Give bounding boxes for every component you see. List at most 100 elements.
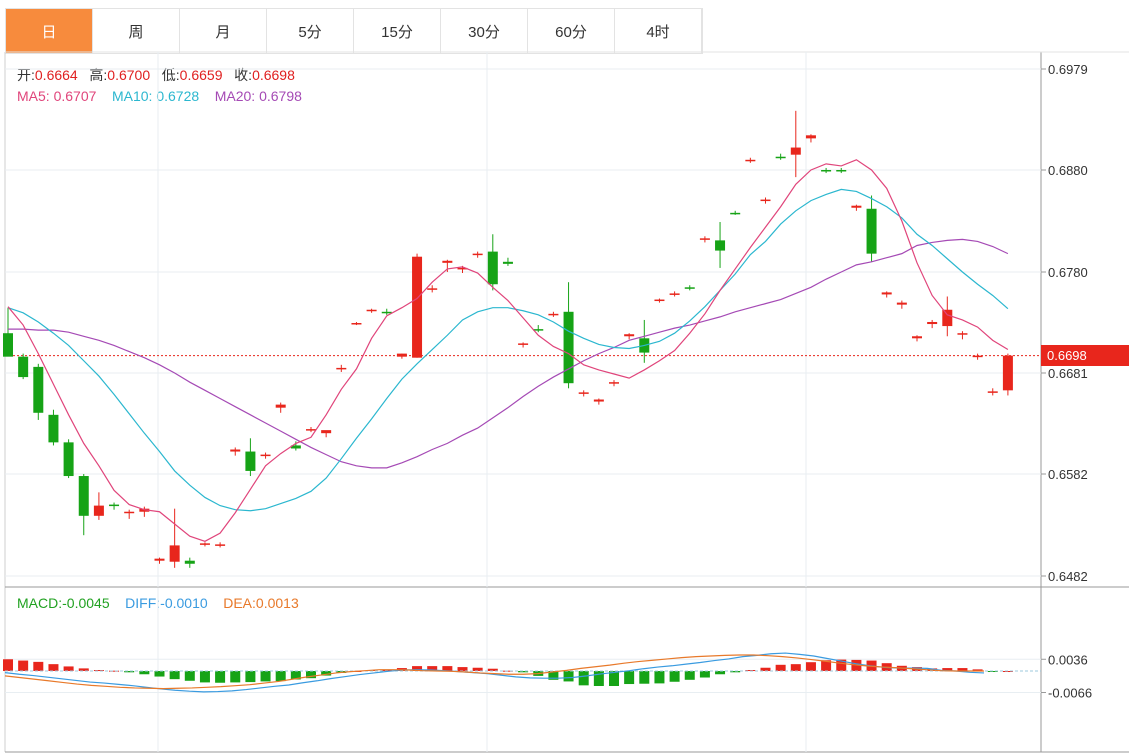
- candle-body: [48, 414, 59, 443]
- tab-2[interactable]: 月: [180, 9, 267, 53]
- low-value: 0.6659: [179, 67, 223, 83]
- macd-bar: [730, 671, 741, 673]
- macd-bar: [805, 662, 816, 671]
- macd-bar: [654, 671, 665, 684]
- candle-body: [669, 293, 680, 295]
- macd-bar: [63, 666, 74, 671]
- candle-body: [563, 311, 574, 384]
- high-value: 0.6700: [107, 67, 151, 83]
- candle-body: [366, 309, 377, 312]
- macd-bar: [3, 659, 13, 671]
- macd-bar: [48, 664, 59, 671]
- dea-line: [4, 654, 984, 690]
- candle-body: [427, 288, 438, 290]
- ma20-value: 0.6798: [259, 88, 302, 104]
- candle-body: [290, 445, 301, 449]
- open-label: 开:: [17, 67, 35, 83]
- price-tick-label: 0.6979: [1048, 62, 1088, 77]
- macd-bar: [33, 661, 44, 671]
- macd-header: MACD:-0.0045 DIFF:-0.0010 DEA:0.0013: [17, 595, 299, 611]
- macd-bar: [775, 664, 786, 671]
- candle-body: [654, 299, 665, 302]
- macd-bar: [124, 671, 135, 673]
- candle-body: [957, 333, 968, 335]
- candle-body: [836, 169, 847, 172]
- macd-bar: [760, 667, 771, 671]
- macd-bar: [684, 671, 695, 680]
- candle-body: [624, 334, 635, 337]
- macd-bar: [260, 671, 271, 682]
- tab-0[interactable]: 日: [6, 9, 93, 53]
- macd-bar: [275, 671, 286, 682]
- candle-body: [972, 355, 983, 358]
- candle-body: [321, 430, 332, 434]
- candle-body: [351, 323, 362, 325]
- candle-body: [518, 343, 529, 345]
- tab-6[interactable]: 60分: [528, 9, 615, 53]
- candle-body: [684, 287, 695, 289]
- candle-body: [124, 511, 135, 514]
- price-tick-label: 0.6780: [1048, 265, 1088, 280]
- open-value: 0.6664: [34, 67, 78, 83]
- candle-body: [821, 169, 832, 172]
- tab-4[interactable]: 15分: [354, 9, 441, 53]
- candle-body: [760, 199, 771, 202]
- candle-body: [730, 212, 741, 215]
- candle-body: [457, 267, 468, 270]
- candle-body: [154, 558, 165, 561]
- macd-bar: [93, 670, 104, 672]
- candle-body: [412, 256, 423, 358]
- ma10-line: [7, 188, 1009, 512]
- price-tick-label: 0.6582: [1048, 467, 1088, 482]
- candle-body: [533, 329, 544, 331]
- candle-body: [896, 302, 907, 305]
- candle-body: [33, 366, 44, 413]
- price-tick-label: 0.6482: [1048, 569, 1088, 584]
- ma5-label: MA5:: [17, 88, 50, 104]
- macd-bar: [290, 671, 301, 680]
- macd-bar: [169, 671, 180, 680]
- candle-body: [578, 392, 589, 394]
- candle-body: [745, 159, 756, 162]
- macd-bar: [942, 668, 953, 671]
- candle-body: [18, 356, 29, 378]
- candle-body: [851, 205, 862, 208]
- candle-body: [548, 313, 559, 316]
- candle-body: [942, 309, 953, 327]
- macd-bar: [215, 671, 226, 683]
- candle-body: [593, 399, 604, 402]
- macd-bar: [548, 671, 559, 680]
- macd-tick-label: -0.0066: [1048, 686, 1092, 701]
- candle-body: [502, 261, 513, 264]
- candle-body: [169, 545, 180, 562]
- candle-body: [715, 240, 726, 251]
- tab-5[interactable]: 30分: [441, 9, 528, 53]
- macd-bar: [639, 671, 650, 684]
- tab-1[interactable]: 周: [93, 9, 180, 53]
- candle-body: [93, 505, 104, 516]
- diff-label: DIFF:: [125, 595, 161, 611]
- tab-3[interactable]: 5分: [267, 9, 354, 53]
- macd-bar: [972, 669, 983, 671]
- macd-bar: [306, 671, 316, 679]
- macd-bar: [442, 666, 453, 671]
- macd-bar: [139, 671, 150, 675]
- macd-bar: [699, 671, 710, 678]
- macd-bar: [624, 671, 635, 685]
- candle-body: [230, 449, 241, 452]
- last-price-tag: 0.6698: [1041, 345, 1129, 366]
- candle-body: [275, 404, 286, 408]
- macd-bar: [715, 671, 726, 675]
- candle-body: [109, 504, 120, 507]
- macd-bar: [412, 666, 423, 671]
- candle-body: [487, 251, 498, 285]
- ma20-line: [8, 238, 1009, 469]
- candle-body: [184, 560, 195, 564]
- tab-7[interactable]: 4时: [615, 9, 702, 53]
- ma20-label: MA20:: [214, 88, 256, 104]
- diff-line: [4, 652, 985, 693]
- candle-body: [927, 321, 938, 325]
- macd-label: MACD:: [17, 595, 63, 611]
- candle-body: [987, 391, 998, 393]
